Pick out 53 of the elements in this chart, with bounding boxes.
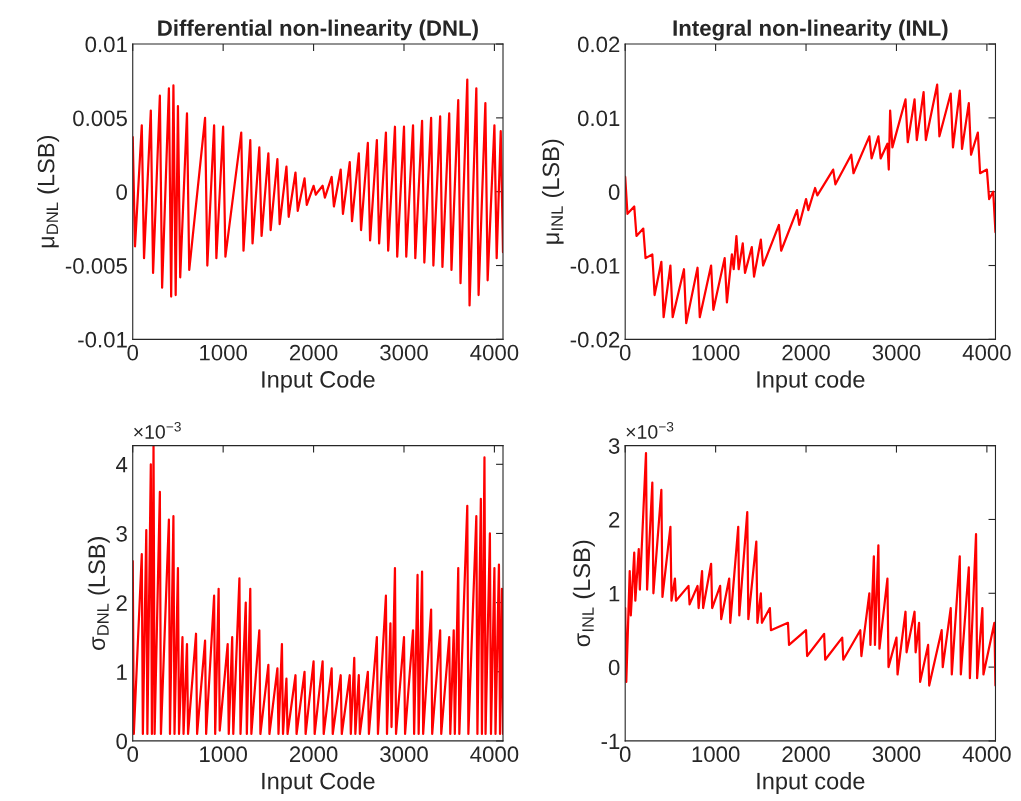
- x-tick-label: 0: [127, 344, 139, 361]
- y-tick-label: -0.01: [570, 258, 620, 274]
- x-tick-label: 4000: [962, 344, 1011, 361]
- x-tick-label: 3000: [872, 344, 921, 361]
- x-axis-title: Input code: [757, 370, 865, 393]
- y-tick-label: 1: [117, 664, 127, 680]
- x-tick-label: 3000: [380, 344, 428, 361]
- y-tick-label: -0.02: [570, 331, 620, 348]
- y-tick-label: 0.01: [85, 36, 127, 53]
- text: ×10$^{−3}$: [626, 421, 674, 439]
- x-tick-label: 2000: [289, 344, 338, 361]
- line-series: [625, 83, 996, 325]
- y-tick-label: 3: [608, 438, 620, 454]
- x-tick-label: 3000: [380, 746, 428, 763]
- y-tick-label: 1: [609, 586, 620, 602]
- x-tick-label: 1000: [200, 344, 247, 361]
- x-tick-label: 0: [127, 746, 139, 763]
- y-tick-label: 0.005: [73, 110, 127, 127]
- y-tick-label: 3: [116, 526, 127, 542]
- x-axis-title: Input Code: [262, 772, 375, 795]
- x-tick-label: 4000: [470, 746, 519, 763]
- x-tick-label: 3000: [872, 746, 921, 763]
- y-axis-title: σ$_{INL}$ (LSB): [572, 540, 595, 647]
- x-tick-label: 2000: [782, 746, 830, 763]
- x-tick-label: 2000: [782, 344, 830, 361]
- y-tick-label: -1: [601, 733, 620, 749]
- x-axis-title: Input Code: [262, 370, 375, 393]
- y-tick-label: 0.01: [577, 110, 620, 127]
- x-tick-label: 1000: [692, 344, 740, 361]
- x-tick-label: 1000: [692, 746, 740, 763]
- x-tick-label: 1000: [200, 746, 247, 763]
- chart-title: Integral non-linearity (INL): [673, 19, 948, 41]
- y-axis-title: μ$_{INL}$ (LSB): [541, 139, 564, 244]
- y-tick-label: 0: [608, 659, 620, 676]
- x-axis-title: Input code: [757, 772, 865, 795]
- line-series: [132, 78, 504, 307]
- y-tick-label: 2: [609, 512, 620, 528]
- y-tick-label: 0: [608, 184, 620, 200]
- y-tick-label: 4: [116, 457, 128, 473]
- x-tick-label: 4000: [962, 746, 1011, 763]
- x-tick-label: 4000: [470, 344, 519, 361]
- chart-title: Differential non-linearity (DNL): [158, 19, 478, 41]
- y-tick-label: -0.005: [65, 258, 127, 274]
- y-tick-label: 0: [116, 184, 127, 200]
- y-tick-label: -0.01: [78, 331, 127, 348]
- y-axis-title: μ$_{DNL}$ (LSB): [37, 136, 60, 248]
- y-tick-label: 0.02: [577, 36, 620, 53]
- x-tick-label: 2000: [289, 746, 338, 763]
- line-series: [625, 451, 996, 687]
- y-tick-label: 0: [116, 733, 127, 750]
- y-axis-title: σ$_{DNL}$ (LSB): [87, 537, 110, 651]
- y-tick-label: 2: [116, 595, 127, 611]
- text: ×10$^{−3}$: [134, 421, 181, 439]
